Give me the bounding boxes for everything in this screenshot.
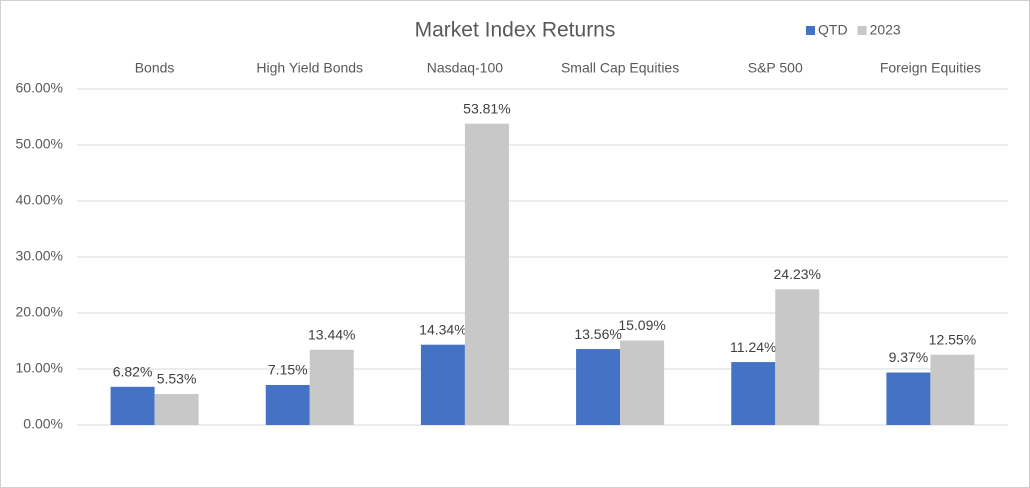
data-label: 7.15%: [268, 362, 308, 378]
bar: [775, 289, 820, 425]
y-tick-label: 30.00%: [16, 248, 63, 264]
bar: [464, 123, 509, 425]
x-tick-label: S&P 500: [748, 60, 803, 76]
x-tick-label: Nasdaq-100: [427, 60, 503, 76]
bar: [265, 384, 310, 425]
bar: [731, 362, 776, 425]
bar: [886, 372, 931, 425]
bar: [620, 340, 665, 425]
data-label: 24.23%: [774, 266, 821, 282]
y-tick-label: 20.00%: [16, 304, 63, 320]
bar: [110, 386, 155, 425]
data-label: 5.53%: [157, 371, 197, 387]
data-label: 6.82%: [113, 364, 153, 380]
legend-label: QTD: [818, 22, 848, 38]
bar: [420, 344, 465, 425]
y-tick-label: 0.00%: [23, 416, 63, 432]
data-label: 13.56%: [574, 326, 621, 342]
x-tick-label: Small Cap Equities: [561, 60, 679, 76]
y-tick-label: 40.00%: [16, 192, 63, 208]
bar: [576, 349, 621, 425]
y-tick-label: 10.00%: [16, 360, 63, 376]
legend-swatch: [806, 26, 815, 35]
x-tick-label: High Yield Bonds: [256, 60, 363, 76]
x-tick-label: Foreign Equities: [880, 60, 981, 76]
y-tick-label: 50.00%: [16, 136, 63, 152]
data-label: 15.09%: [618, 317, 665, 333]
data-label: 12.55%: [929, 331, 976, 347]
data-label: 9.37%: [889, 349, 929, 365]
bar: [930, 354, 975, 425]
legend-swatch: [857, 26, 867, 35]
y-tick-label: 60.00%: [16, 80, 63, 96]
data-label: 14.34%: [419, 321, 466, 337]
bar: [309, 349, 354, 425]
legend-label: 2023: [870, 22, 901, 38]
data-label: 53.81%: [463, 100, 510, 116]
x-tick-label: Bonds: [135, 60, 175, 76]
data-label: 11.24%: [730, 339, 776, 355]
bar: [154, 394, 199, 425]
chart-title: Market Index Returns: [415, 19, 616, 42]
data-label: 13.44%: [308, 326, 355, 342]
